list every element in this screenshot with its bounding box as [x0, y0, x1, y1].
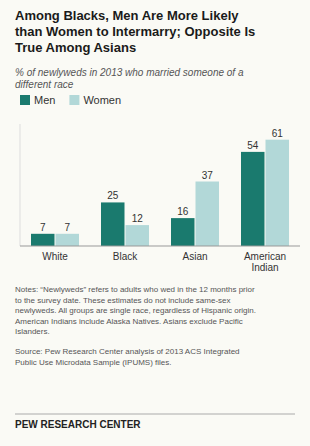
- notes-line: American Indians include Alaska Natives.…: [15, 317, 243, 326]
- bar: [266, 140, 290, 246]
- title-line: Among Blacks, Men Are More Likely: [15, 8, 239, 23]
- y-range-line: [20, 124, 21, 246]
- legend-label: Men: [34, 94, 55, 106]
- x-tick-label: Asian: [182, 251, 207, 262]
- data-label: 54: [247, 140, 259, 151]
- x-tick-label-line: American: [244, 251, 286, 262]
- title: Among Blacks, Men Are More Likelythan Wo…: [15, 8, 255, 55]
- source-line: Public Use Microdata Sample (IPUMS) file…: [15, 358, 172, 367]
- branding-line: PEW RESEARCH CENTER: [15, 419, 141, 430]
- subtitle: % of newlyweds in 2013 who married someo…: [15, 67, 244, 90]
- notes-line: Islanders.: [15, 327, 50, 336]
- data-labels: 7 25 16 54 7 12 37 61: [40, 128, 283, 233]
- source-line: Source: Pew Research Center analysis of …: [15, 347, 240, 356]
- data-label: 37: [202, 170, 214, 181]
- bar: [126, 225, 150, 246]
- notes-line: newlyweds. All groups are single race, r…: [15, 306, 256, 315]
- branding: PEW RESEARCH CENTER: [15, 419, 141, 430]
- notes: Notes: “Newlyweds” refers to adults who …: [15, 285, 256, 336]
- legend-label: Women: [83, 94, 121, 106]
- data-label: 25: [107, 190, 119, 201]
- chart: Among Blacks, Men Are More Likelythan Wo…: [0, 0, 310, 446]
- title-line: than Women to Intermarry; Opposite Is: [15, 24, 255, 39]
- x-tick-label-line: Asian: [182, 251, 207, 262]
- bar: [171, 218, 195, 246]
- x-tick-label-line: Indian: [251, 262, 278, 273]
- subtitle-line: % of newlyweds in 2013 who married someo…: [15, 67, 244, 78]
- data-label: 12: [132, 213, 144, 224]
- background: [0, 0, 310, 446]
- notes-line: to the survey date. These estimates do n…: [15, 296, 231, 305]
- divider: [15, 414, 295, 415]
- baseline: [20, 246, 300, 247]
- subtitle-line: different race: [15, 79, 74, 90]
- bar: [101, 202, 125, 246]
- bar: [196, 182, 220, 246]
- notes-line: Notes: “Newlyweds” refers to adults who …: [15, 285, 255, 294]
- x-tick-label-line: Black: [113, 251, 138, 262]
- x-tick-label: White: [42, 251, 68, 262]
- data-label: 61: [272, 128, 284, 139]
- title-line: True Among Asians: [15, 40, 136, 55]
- bar: [56, 234, 80, 246]
- legend-swatch: [69, 95, 79, 105]
- data-label: 16: [177, 206, 189, 217]
- x-tick-label-line: White: [42, 251, 68, 262]
- x-tick-label: AmericanIndian: [244, 251, 286, 273]
- x-tick-label: Black: [113, 251, 138, 262]
- bar: [31, 234, 55, 246]
- source: Source: Pew Research Center analysis of …: [15, 347, 240, 367]
- bar: [241, 152, 265, 246]
- legend-swatch: [20, 95, 30, 105]
- bars: [31, 140, 289, 246]
- data-label: 7: [64, 222, 70, 233]
- data-label: 7: [40, 222, 46, 233]
